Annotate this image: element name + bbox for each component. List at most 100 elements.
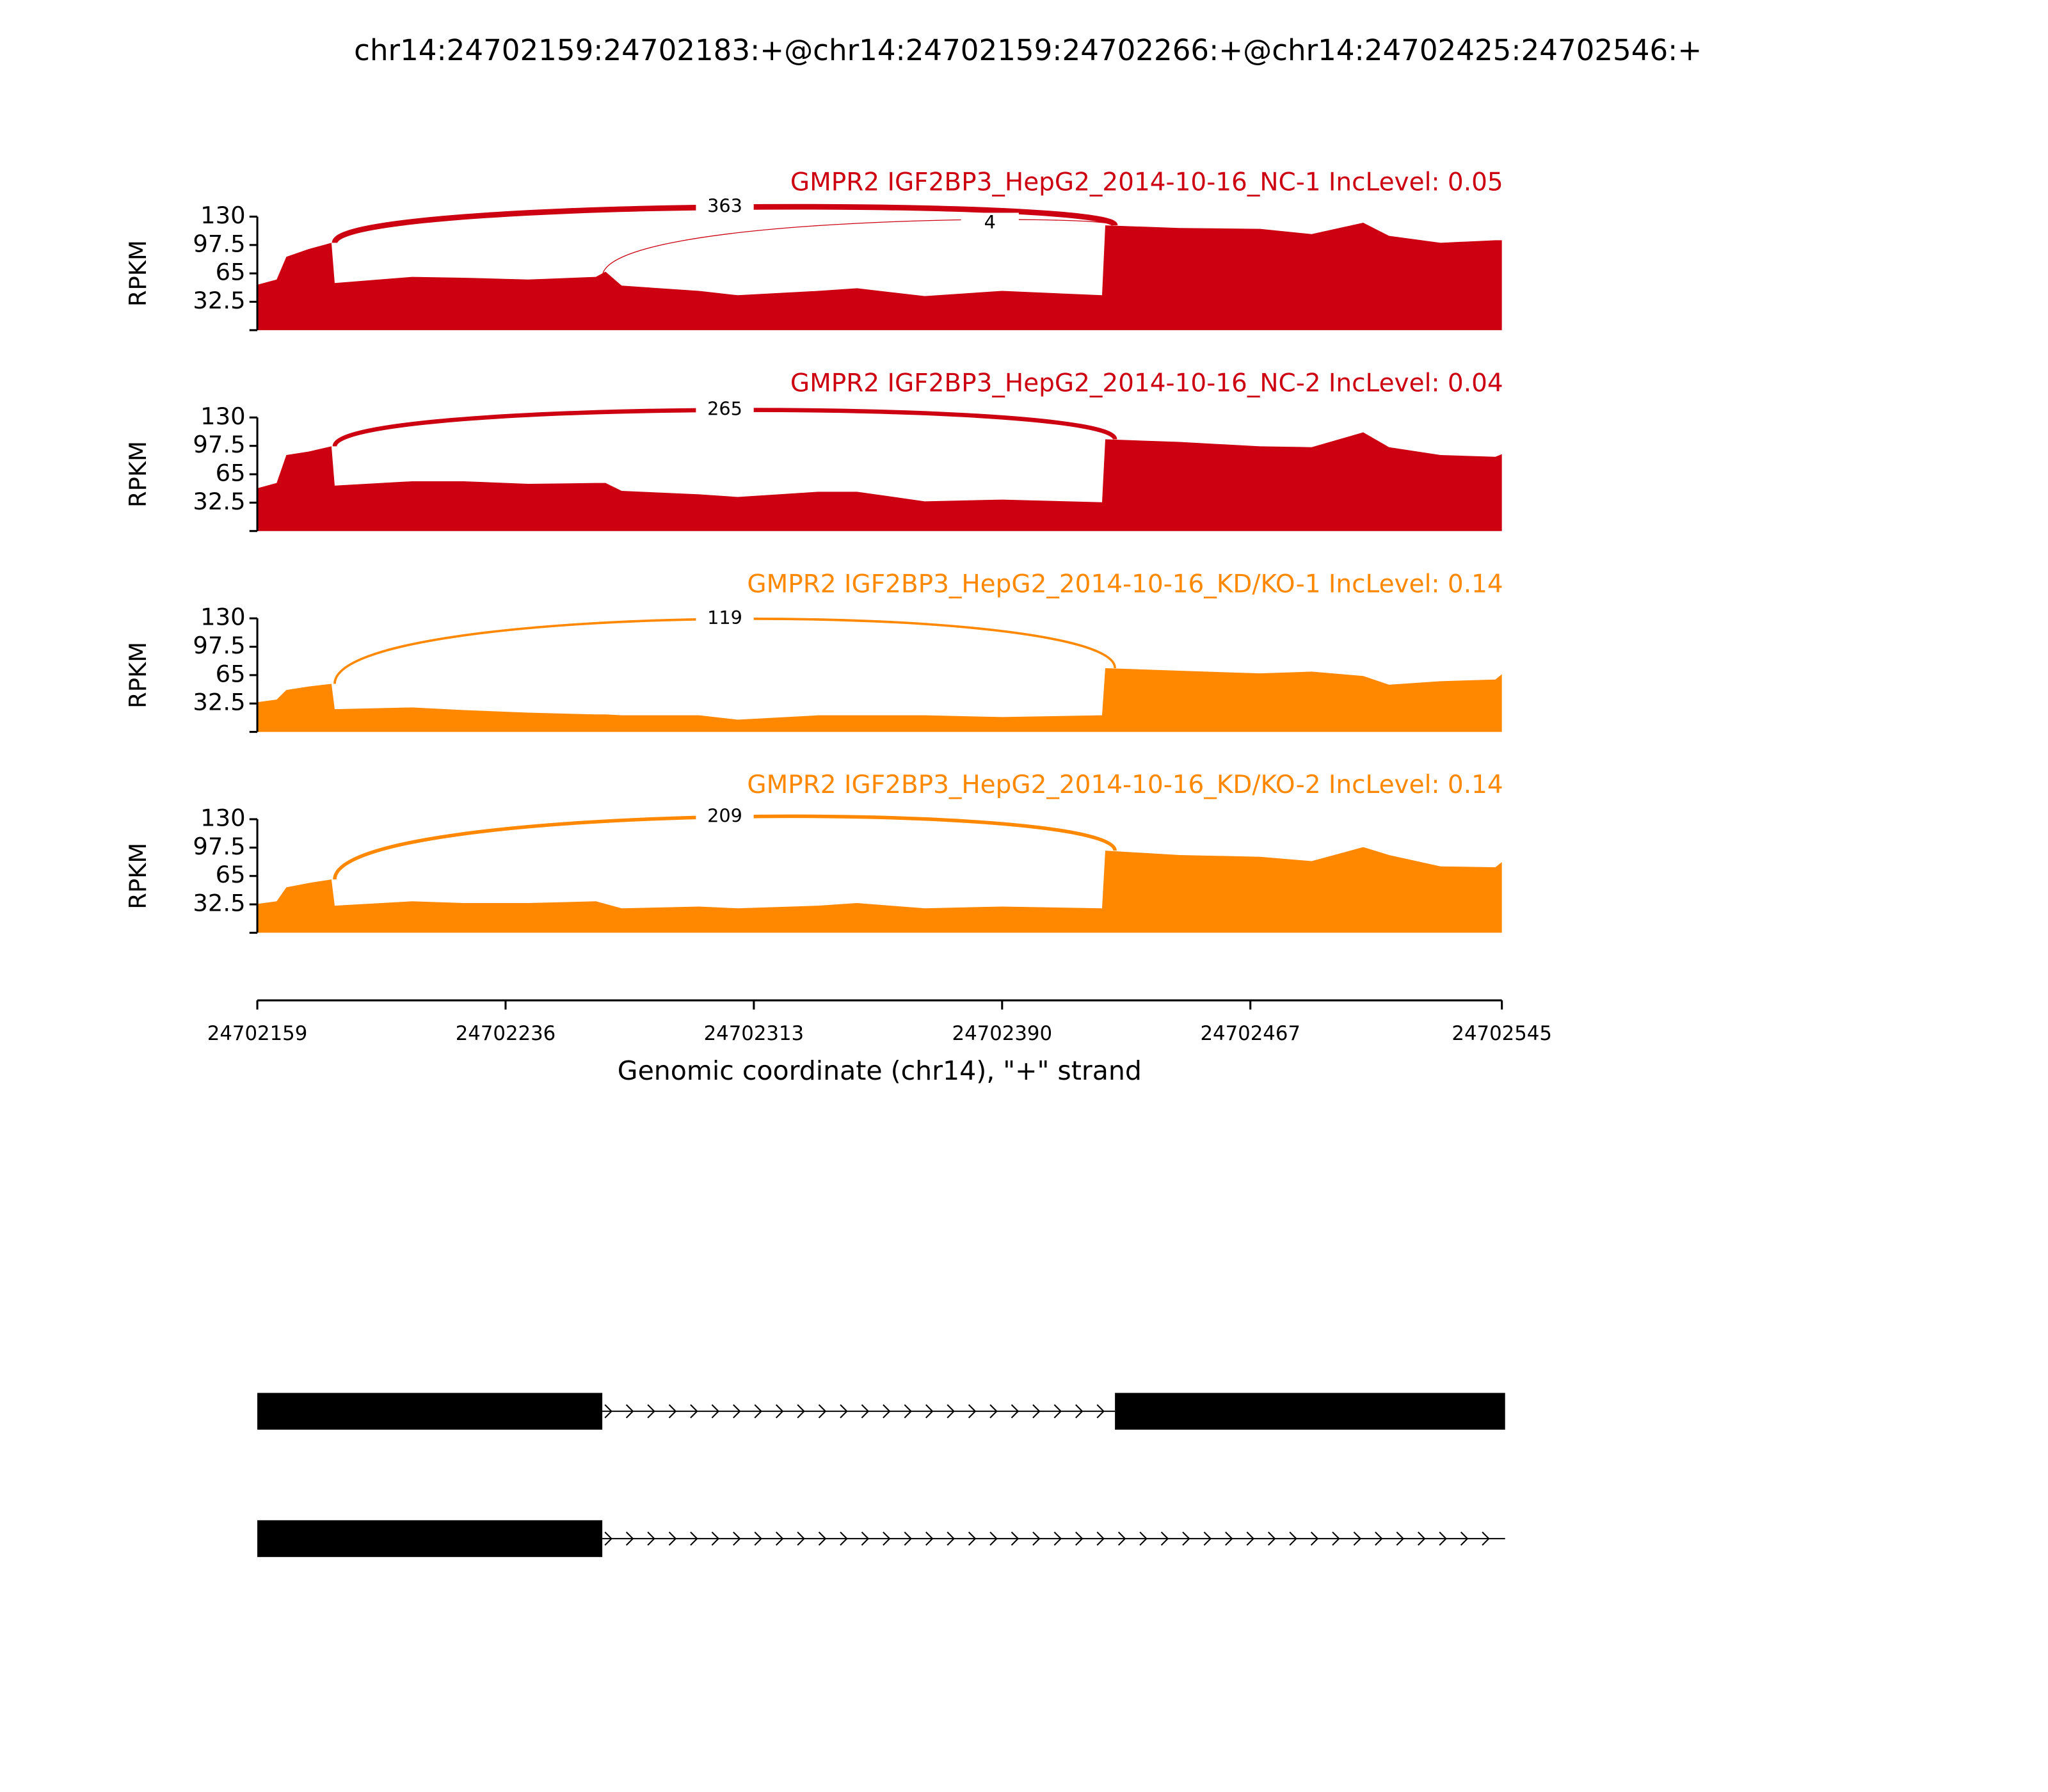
junction-label-box	[961, 212, 1019, 234]
panel-title: GMPR2 IGF2BP3_HepG2_2014-10-16_NC-1 IncL…	[790, 168, 1503, 197]
panel-title: GMPR2 IGF2BP3_HepG2_2014-10-16_KD/KO-2 I…	[747, 771, 1503, 799]
strand-chevron	[1396, 1532, 1405, 1546]
strand-chevron	[1310, 1532, 1319, 1546]
x-tick-label: 24702545	[1452, 1022, 1552, 1045]
exon	[257, 1393, 603, 1430]
junction-label-box	[696, 806, 754, 828]
strand-chevron	[1053, 1404, 1062, 1419]
strand-chevron	[883, 1404, 891, 1419]
strand-chevron	[1011, 1532, 1020, 1546]
y-tick-label: 32.5	[193, 287, 245, 314]
strand-chevron	[818, 1404, 827, 1419]
strand-chevron	[1160, 1532, 1169, 1546]
x-tick-label: 24702390	[952, 1022, 1053, 1045]
strand-chevron	[754, 1404, 762, 1419]
x-tick-label: 24702467	[1200, 1022, 1300, 1045]
junction-label: 4	[984, 211, 996, 233]
y-tick-label: 32.5	[193, 488, 245, 515]
junction-label-box	[696, 399, 754, 421]
strand-chevron	[1096, 1404, 1105, 1419]
strand-chevron	[690, 1532, 698, 1546]
strand-chevron	[711, 1532, 720, 1546]
strand-chevron	[1182, 1532, 1190, 1546]
y-axis-label: RPKM	[124, 240, 152, 307]
strand-chevron	[883, 1532, 891, 1546]
strand-chevron	[1289, 1532, 1297, 1546]
y-axis-label: RPKM	[124, 843, 152, 909]
strand-chevron	[1418, 1532, 1426, 1546]
strand-chevron	[904, 1532, 913, 1546]
y-tick-label: 97.5	[193, 632, 245, 659]
strand-chevron	[647, 1404, 655, 1419]
strand-chevron	[1439, 1532, 1447, 1546]
strand-chevron	[711, 1404, 720, 1419]
exon	[1115, 1393, 1505, 1430]
figure-title: chr14:24702159:24702183:+@chr14:24702159…	[354, 33, 1702, 67]
strand-chevron	[604, 1404, 612, 1419]
junction-label: 119	[707, 607, 742, 628]
strand-chevron	[1460, 1532, 1469, 1546]
exon	[257, 1520, 603, 1557]
junction-label: 265	[707, 398, 742, 420]
strand-chevron	[1075, 1532, 1084, 1546]
strand-chevron	[668, 1404, 677, 1419]
panel-title: GMPR2 IGF2BP3_HepG2_2014-10-16_NC-2 IncL…	[790, 369, 1503, 398]
y-tick-label: 130	[200, 202, 245, 229]
strand-chevron	[1139, 1532, 1148, 1546]
y-tick-label: 130	[200, 804, 245, 832]
junction-label-box	[696, 196, 754, 218]
strand-chevron	[1032, 1404, 1041, 1419]
strand-chevron	[1246, 1532, 1254, 1546]
strand-chevron	[733, 1532, 741, 1546]
coverage-area	[257, 432, 1502, 531]
strand-chevron	[1032, 1532, 1041, 1546]
junction-label-box	[696, 608, 754, 630]
strand-chevron	[733, 1404, 741, 1419]
strand-chevron	[968, 1404, 977, 1419]
strand-chevron	[818, 1532, 827, 1546]
x-axis-label: Genomic coordinate (chr14), "+" strand	[618, 1055, 1142, 1086]
strand-chevron	[1482, 1532, 1490, 1546]
strand-chevron	[861, 1404, 870, 1419]
x-tick-label: 24702159	[207, 1022, 308, 1045]
strand-chevron	[1267, 1532, 1276, 1546]
strand-chevron	[775, 1404, 784, 1419]
strand-chevron	[968, 1532, 977, 1546]
y-tick-label: 97.5	[193, 431, 245, 458]
strand-chevron	[840, 1404, 848, 1419]
strand-chevron	[925, 1404, 934, 1419]
y-tick-label: 97.5	[193, 230, 245, 257]
strand-chevron	[1375, 1532, 1383, 1546]
strand-chevron	[1053, 1532, 1062, 1546]
y-tick-label: 32.5	[193, 689, 245, 716]
x-tick-label: 24702313	[704, 1022, 804, 1045]
strand-chevron	[1096, 1532, 1105, 1546]
y-tick-label: 65	[216, 660, 246, 687]
strand-chevron	[1332, 1532, 1340, 1546]
x-tick-label: 24702236	[456, 1022, 556, 1045]
strand-chevron	[754, 1532, 762, 1546]
y-tick-label: 65	[216, 259, 246, 286]
strand-chevron	[647, 1532, 655, 1546]
strand-chevron	[690, 1404, 698, 1419]
y-tick-label: 130	[200, 604, 245, 631]
junction-label: 209	[707, 804, 742, 826]
y-tick-label: 130	[200, 403, 245, 430]
strand-chevron	[668, 1532, 677, 1546]
strand-chevron	[861, 1532, 870, 1546]
strand-chevron	[904, 1404, 913, 1419]
strand-chevron	[1117, 1532, 1126, 1546]
y-tick-label: 65	[216, 460, 246, 487]
y-tick-label: 97.5	[193, 833, 245, 860]
y-tick-label: 65	[216, 861, 246, 888]
coverage-area	[257, 668, 1502, 732]
strand-chevron	[1011, 1404, 1020, 1419]
strand-chevron	[625, 1404, 634, 1419]
strand-chevron	[989, 1532, 998, 1546]
strand-chevron	[947, 1532, 955, 1546]
strand-chevron	[775, 1532, 784, 1546]
coverage-area	[257, 223, 1502, 330]
y-axis-label: RPKM	[124, 441, 152, 508]
